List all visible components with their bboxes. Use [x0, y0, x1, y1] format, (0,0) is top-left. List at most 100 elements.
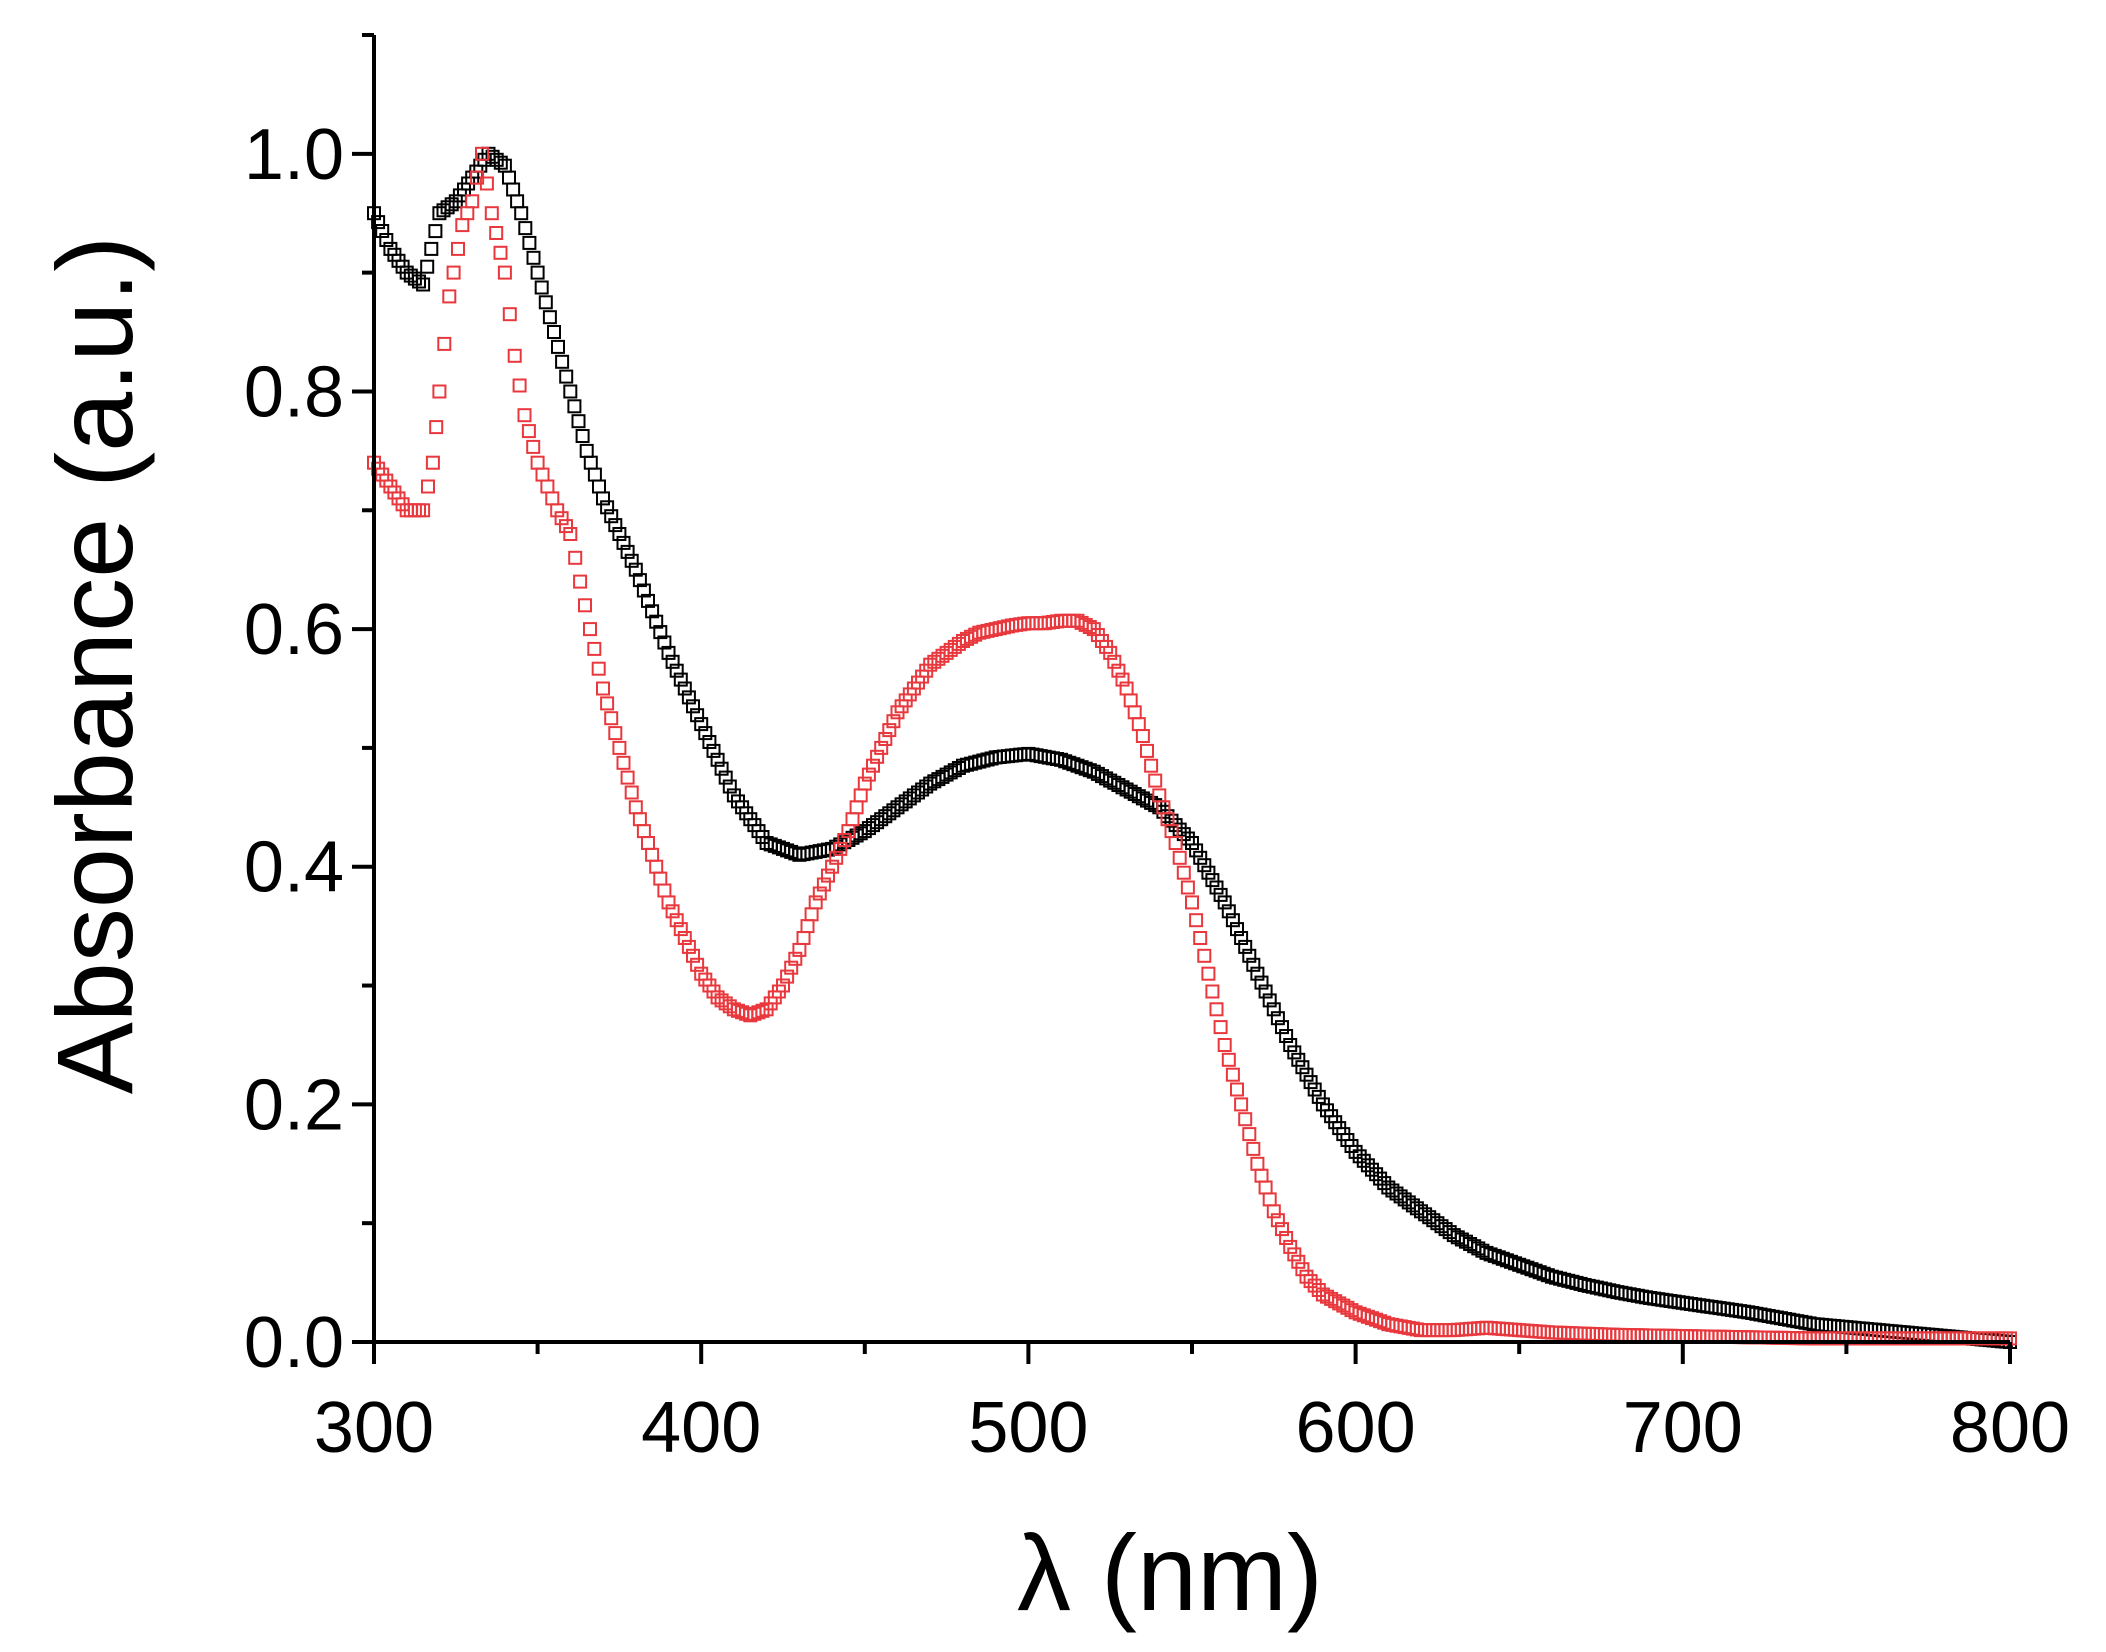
data-point-black [1917, 1327, 1932, 1342]
data-point-red [1618, 1328, 1633, 1342]
data-point-black [702, 735, 717, 749]
y-tick-label: 0.2 [244, 1065, 344, 1145]
data-point-red [1283, 1239, 1298, 1254]
data-point-red [1168, 836, 1183, 850]
data-point-red [587, 641, 602, 656]
y-tick-label: 0.6 [244, 590, 344, 670]
y-tick-label: 1.0 [244, 115, 344, 195]
data-point-red [1205, 984, 1220, 999]
data-point-black [1348, 1144, 1363, 1159]
data-point-black [506, 182, 521, 197]
data-point-red [661, 895, 676, 910]
data-point-black [379, 233, 394, 247]
data-point-red [849, 800, 864, 815]
data-point-red [521, 424, 536, 439]
data-point-red [1536, 1324, 1551, 1339]
y-tick-label: 0.8 [244, 352, 344, 432]
x-tick-label: 700 [1623, 1388, 1743, 1468]
data-point-black [1172, 822, 1187, 837]
data-point-red [796, 931, 811, 945]
data-point-black [1225, 913, 1240, 928]
data-point-red [1557, 1325, 1572, 1340]
data-point-red [604, 711, 619, 726]
data-point-black [690, 708, 705, 723]
data-point-black [1352, 1149, 1367, 1164]
data-point-red [530, 455, 545, 470]
data-point-red [612, 740, 627, 755]
data-point-black [698, 726, 713, 741]
data-point-black [1365, 1162, 1379, 1177]
data-point-black [522, 235, 537, 250]
data-point-black [1258, 984, 1273, 999]
data-point-black [1275, 1020, 1289, 1035]
data-point-black [551, 339, 565, 354]
data-point-red [878, 732, 893, 746]
data-point-black [1369, 1167, 1384, 1182]
data-point-black [620, 544, 635, 559]
data-point-red [1549, 1325, 1563, 1340]
data-point-red [1626, 1328, 1641, 1343]
data-point-red [1266, 1204, 1281, 1219]
data-point-black [1242, 948, 1257, 963]
data-point-red [825, 859, 840, 874]
data-point-red [1622, 1328, 1637, 1343]
data-point-red [1634, 1328, 1649, 1343]
data-point-black [596, 491, 610, 506]
data-point-red [596, 681, 610, 696]
data-point-red [755, 1003, 770, 1018]
data-point-red [425, 455, 440, 470]
data-point-red [776, 978, 790, 993]
data-point-red [1029, 616, 1044, 631]
data-point-red [1209, 1002, 1224, 1017]
data-point-red [1213, 1020, 1228, 1035]
x-tick-label: 400 [641, 1388, 761, 1468]
data-point-red [632, 812, 647, 827]
data-point-red [686, 948, 700, 963]
data-point-red [886, 714, 901, 729]
data-point-black [710, 752, 725, 767]
data-point-red [1078, 617, 1093, 632]
data-point-red [1115, 672, 1130, 687]
data-point-black [636, 583, 651, 598]
data-point-black [1160, 809, 1175, 824]
data-point-black [1262, 993, 1277, 1008]
data-point-black [673, 672, 688, 687]
data-point-black [1283, 1038, 1298, 1052]
data-point-red [1643, 1328, 1658, 1343]
data-point-red [1655, 1328, 1670, 1343]
data-point-black [632, 573, 647, 588]
data-point-red [829, 850, 844, 865]
data-point-black [1164, 813, 1179, 828]
data-point-red [874, 740, 889, 755]
data-point-red [573, 574, 588, 589]
data-point-black [518, 221, 533, 236]
data-point-black [510, 194, 525, 209]
data-point-red [669, 913, 684, 928]
data-point-red [1111, 663, 1126, 678]
data-point-black [641, 593, 655, 608]
data-point-red [559, 519, 573, 534]
data-point-black [1373, 1171, 1388, 1186]
data-point-red [1467, 1321, 1482, 1336]
data-point-black [1266, 1002, 1281, 1017]
data-point-red [412, 503, 426, 518]
data-point-red [578, 598, 592, 613]
data-point-black [645, 604, 660, 619]
data-point-red [1610, 1327, 1625, 1342]
data-point-red [1287, 1247, 1302, 1262]
data-point-red [479, 176, 494, 191]
data-point-black [416, 277, 431, 292]
data-point-red [1426, 1323, 1441, 1338]
data-point-black [559, 369, 574, 384]
data-point-red [1434, 1323, 1449, 1338]
y-axis-title: Absorbance (a.u.) [34, 236, 155, 1094]
data-point-black [1209, 880, 1224, 895]
data-point-red [1585, 1327, 1600, 1341]
data-point-black [534, 280, 549, 295]
data-point-black [600, 500, 615, 515]
data-point-black [681, 690, 696, 705]
data-point-black [1921, 1327, 1936, 1342]
data-point-red [416, 503, 431, 518]
data-point-red [1544, 1325, 1559, 1340]
data-point-black [1279, 1029, 1294, 1043]
